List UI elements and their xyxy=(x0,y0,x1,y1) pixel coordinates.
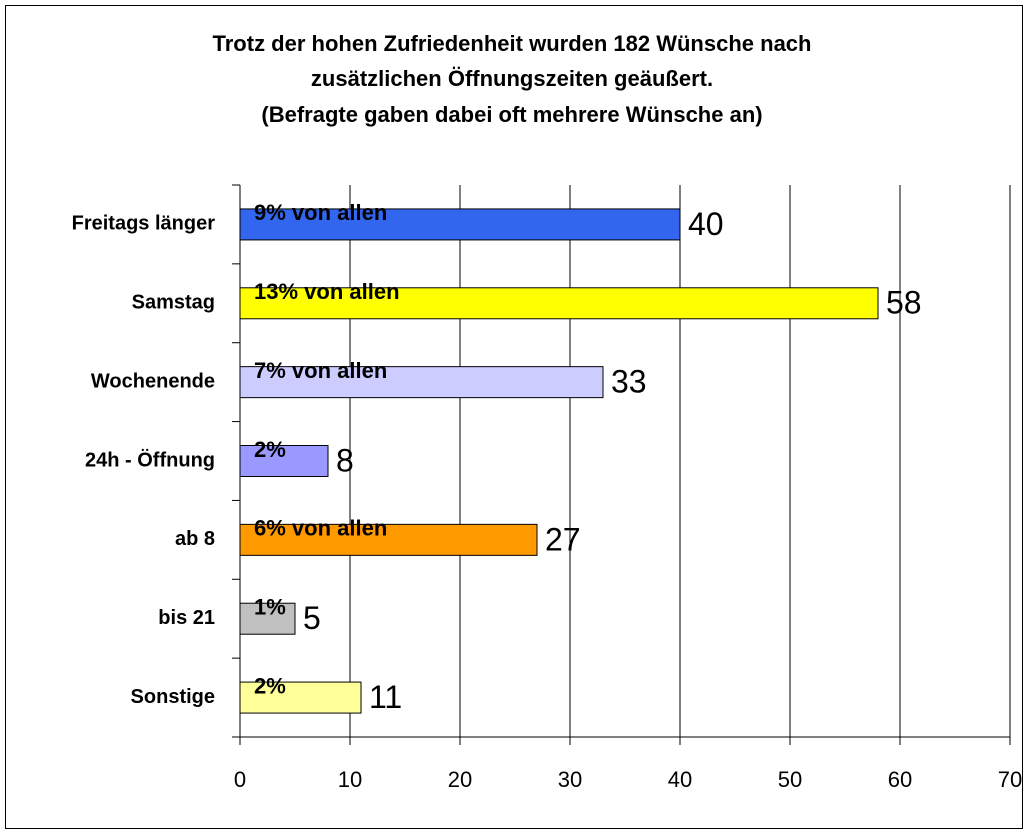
value-label: 33 xyxy=(611,364,647,400)
value-label: 27 xyxy=(545,521,581,557)
bar xyxy=(239,208,681,241)
x-tick-label: 20 xyxy=(448,767,472,792)
bar xyxy=(239,523,538,556)
bar xyxy=(239,602,296,635)
annotation: 9% von allen xyxy=(254,200,387,225)
annotation: 1% xyxy=(254,595,286,620)
annotation: 7% von allen xyxy=(254,358,387,383)
annotation: 6% von allen xyxy=(254,516,387,541)
x-tick-label: 70 xyxy=(998,767,1022,792)
chart-title: Trotz der hohen Zufriedenheit wurden 182… xyxy=(213,31,812,56)
x-tick-label: 0 xyxy=(234,767,246,792)
value-label: 58 xyxy=(886,285,922,321)
y-tick-label: Freitags länger xyxy=(72,213,216,235)
y-tick-label: Wochenende xyxy=(91,370,215,392)
value-label: 40 xyxy=(688,206,724,242)
bar xyxy=(239,445,329,477)
y-tick-label: Sonstige xyxy=(131,686,215,708)
bar xyxy=(239,681,362,714)
annotation: 2% xyxy=(254,437,286,462)
value-label: 5 xyxy=(303,600,321,636)
frame xyxy=(5,5,1023,829)
bar xyxy=(239,287,879,320)
annotation: 13% von allen xyxy=(254,279,400,304)
x-tick-label: 50 xyxy=(778,767,802,792)
x-tick-label: 10 xyxy=(338,767,362,792)
y-tick-label: 24h - Öffnung xyxy=(85,448,215,471)
chart-title: (Befragte gaben dabei oft mehrere Wünsch… xyxy=(261,102,762,127)
x-tick-label: 30 xyxy=(558,767,582,792)
y-tick-label: bis 21 xyxy=(158,607,215,629)
x-tick-label: 40 xyxy=(668,767,692,792)
annotation: 2% xyxy=(254,673,286,698)
value-label: 11 xyxy=(369,679,402,715)
y-tick-label: ab 8 xyxy=(175,528,215,550)
y-tick-label: Samstag xyxy=(132,292,215,314)
chart-title: zusätzlichen Öffnungszeiten geäußert. xyxy=(311,66,713,91)
value-label: 8 xyxy=(336,442,354,478)
bar xyxy=(239,366,604,399)
x-tick-label: 60 xyxy=(888,767,912,792)
